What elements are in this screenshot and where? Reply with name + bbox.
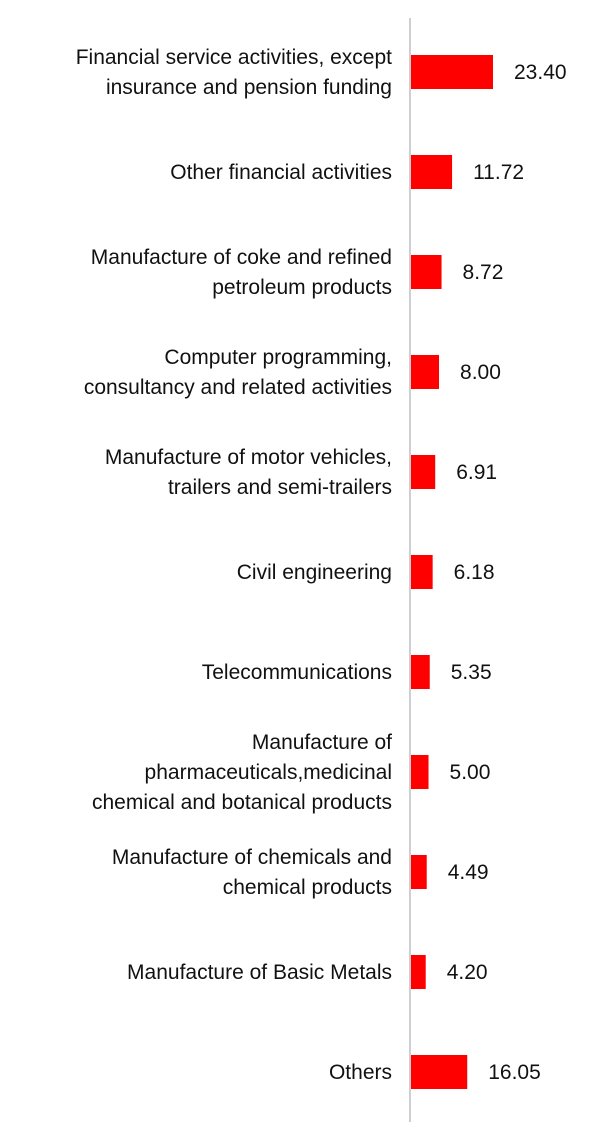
category-label-9: Manufacture of chemicals and chemical pro… — [112, 846, 392, 899]
value-label-5: 6.91 — [456, 461, 497, 484]
category-label-11: Others — [329, 1061, 392, 1084]
value-label-4: 8.00 — [460, 361, 501, 384]
category-label-3-line-1: Manufacture of coke and refined — [91, 246, 392, 269]
value-label-8: 5.00 — [450, 761, 491, 784]
bar-10 — [411, 955, 426, 989]
category-label-5-line-2: trailers and semi-trailers — [168, 476, 392, 499]
category-label-7-line-1: Telecommunications — [202, 661, 392, 684]
category-label-6: Civil engineering — [237, 561, 392, 584]
category-label-5-line-1: Manufacture of motor vehicles, — [105, 446, 392, 469]
bar-5 — [411, 455, 436, 489]
bar-2 — [411, 155, 453, 189]
category-label-4-line-1: Computer programming, — [164, 346, 392, 369]
bars-group — [411, 55, 493, 1089]
category-label-4-line-2: consultancy and related activities — [84, 376, 392, 399]
category-label-5: Manufacture of motor vehicles, trailers a… — [105, 446, 392, 499]
value-label-11: 16.05 — [488, 1061, 541, 1084]
category-label-11-line-1: Others — [329, 1061, 392, 1084]
value-label-10: 4.20 — [447, 961, 488, 984]
value-label-6: 6.18 — [454, 561, 495, 584]
category-label-1: Financial service activities, except insu… — [76, 46, 392, 99]
category-label-2-line-1: Other financial activities — [170, 161, 392, 184]
category-label-4: Computer programming, consultancy and rel… — [84, 346, 392, 399]
category-label-6-line-1: Civil engineering — [237, 561, 392, 584]
bar-9 — [411, 855, 427, 889]
bar-11 — [411, 1055, 468, 1089]
bar-3 — [411, 255, 442, 289]
category-label-8-line-2: pharmaceuticals,medicinal — [145, 761, 392, 784]
category-label-3-line-2: petroleum products — [212, 276, 392, 299]
bar-1 — [411, 55, 493, 89]
category-label-8: Manufacture of pharmaceuticals,medicinal c… — [92, 731, 392, 814]
category-label-9-line-2: chemical products — [223, 876, 392, 899]
value-label-9: 4.49 — [448, 861, 489, 884]
value-label-3: 8.72 — [463, 261, 504, 284]
category-labels-group: Financial service activities, except insu… — [76, 46, 392, 1084]
category-label-8-line-3: chemical and botanical products — [92, 791, 392, 814]
value-label-1: 23.40 — [514, 61, 567, 84]
category-label-1-line-1: Financial service activities, except — [76, 46, 392, 69]
category-label-10-line-1: Manufacture of Basic Metals — [127, 961, 392, 984]
category-label-3: Manufacture of coke and refined petroleum… — [91, 246, 392, 299]
bar-6 — [411, 555, 433, 589]
category-label-2: Other financial activities — [170, 161, 392, 184]
bar-8 — [411, 755, 429, 789]
bar-4 — [411, 355, 440, 389]
value-label-2: 11.72 — [473, 161, 524, 184]
category-label-8-line-1: Manufacture of — [252, 731, 392, 754]
category-label-9-line-1: Manufacture of chemicals and — [112, 846, 392, 869]
category-label-10: Manufacture of Basic Metals — [127, 961, 392, 984]
bar-7 — [411, 655, 430, 689]
category-label-1-line-2: insurance and pension funding — [106, 76, 392, 99]
category-label-7: Telecommunications — [202, 661, 392, 684]
value-label-7: 5.35 — [451, 661, 492, 684]
value-labels-group: 23.40 11.72 8.72 8.00 6.91 6.18 5.35 5.00 4.49 4.… — [447, 61, 567, 1084]
